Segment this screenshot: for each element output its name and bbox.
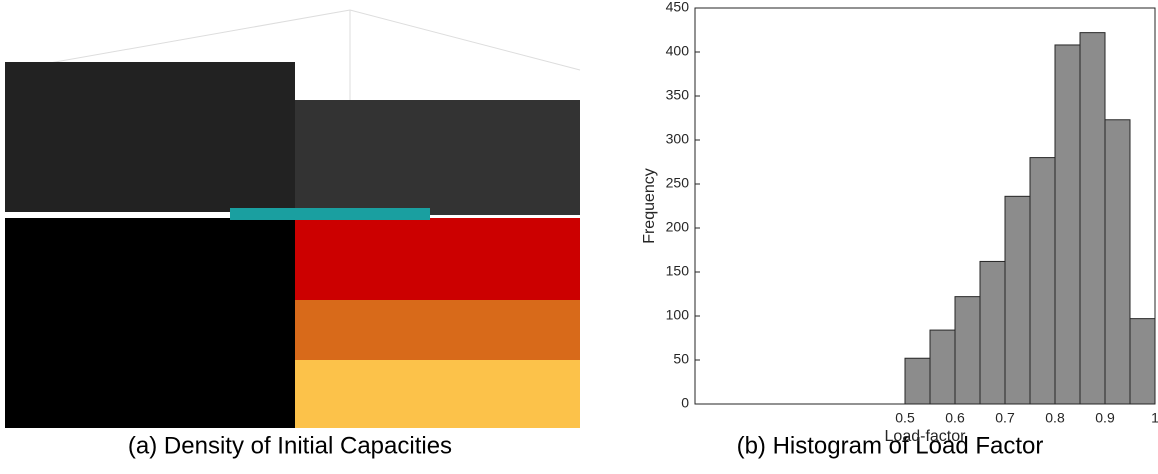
y-tick-label: 250 xyxy=(666,175,690,191)
histogram: 0 50 100 150 200 250 300 350 400 450 0.5 0.6 0.7 0.8 0… xyxy=(641,0,1158,445)
density-projection xyxy=(5,218,295,428)
x-tick-label: 1 xyxy=(1151,410,1158,426)
density-projection xyxy=(295,300,580,360)
bar xyxy=(1130,319,1155,404)
bar xyxy=(1005,196,1030,404)
y-tick-label: 400 xyxy=(666,43,690,59)
bar xyxy=(905,358,930,404)
bar xyxy=(1030,158,1055,404)
x-tick-label: 0.8 xyxy=(1045,410,1065,426)
x-tick-label: 0.6 xyxy=(945,410,965,426)
bar xyxy=(955,297,980,404)
density-panel xyxy=(5,10,580,428)
caption: (a) Density of Initial Capacities xyxy=(128,432,452,459)
surface-edge xyxy=(230,208,430,220)
bar xyxy=(1055,45,1080,404)
bar xyxy=(980,261,1005,404)
y-tick-label: 50 xyxy=(673,351,689,367)
axis-box xyxy=(10,10,580,70)
y-tick-label: 200 xyxy=(666,219,690,235)
x-tick-label: 0.9 xyxy=(1095,410,1115,426)
surface-top xyxy=(5,62,295,212)
bar xyxy=(1080,33,1105,404)
y-tick-label: 100 xyxy=(666,307,690,323)
x-tick-label: 0.7 xyxy=(995,410,1015,426)
x-tick-label: 0.5 xyxy=(895,410,915,426)
y-tick-label: 300 xyxy=(666,131,690,147)
y-tick-label: 350 xyxy=(666,87,690,103)
y-tick-label: 150 xyxy=(666,263,690,279)
bar xyxy=(930,330,955,404)
surface-top xyxy=(295,100,580,215)
x-axis-label: Load-factor xyxy=(885,428,967,445)
figure: (a) Density of Initial Capacities (b) Hi… xyxy=(0,0,1158,474)
y-tick-label: 0 xyxy=(681,395,689,411)
density-projection xyxy=(295,360,580,428)
bar xyxy=(1105,120,1130,404)
y-tick-label: 450 xyxy=(666,0,690,15)
y-axis-label: Frequency xyxy=(641,168,658,244)
